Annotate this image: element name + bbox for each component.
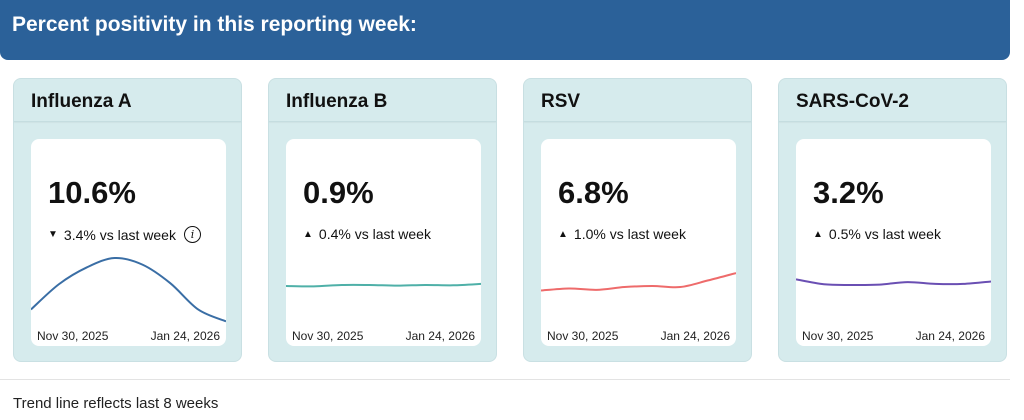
card-influenza-a: Influenza A 10.6% ▼ 3.4% vs last week i …: [13, 78, 242, 362]
trend-sparkline: [31, 256, 226, 323]
trend-line: [31, 256, 226, 323]
trend-line: [796, 278, 991, 286]
change-text: 0.4% vs last week: [318, 226, 431, 242]
metric-panel: 3.2% ▲ 0.5% vs last week Nov 30, 2025 Ja…: [796, 139, 991, 346]
change-indicator: ▼ 3.4% vs last week i: [48, 226, 201, 243]
triangle-up-icon: ▲: [813, 228, 823, 240]
start-date: Nov 30, 2025: [802, 329, 874, 343]
card-header: RSV: [524, 79, 751, 122]
card-sars-cov-2: SARS-CoV-2 3.2% ▲ 0.5% vs last week Nov …: [778, 78, 1007, 362]
header-banner: Percent positivity in this reporting wee…: [0, 0, 1010, 60]
end-date: Jan 24, 2026: [660, 329, 730, 343]
percent-value: 3.2%: [813, 175, 884, 210]
metric-panel: 0.9% ▲ 0.4% vs last week Nov 30, 2025 Ja…: [286, 139, 481, 346]
trend-sparkline: [796, 278, 991, 286]
card-rsv: RSV 6.8% ▲ 1.0% vs last week Nov 30, 202…: [523, 78, 752, 362]
change-indicator: ▲ 0.4% vs last week: [303, 226, 431, 242]
page-title: Percent positivity in this reporting wee…: [12, 13, 417, 36]
trend-line: [286, 282, 481, 288]
card-header: Influenza B: [269, 79, 496, 122]
change-indicator: ▲ 0.5% vs last week: [813, 226, 941, 242]
start-date: Nov 30, 2025: [37, 329, 109, 343]
end-date: Jan 24, 2026: [915, 329, 985, 343]
start-date: Nov 30, 2025: [292, 329, 364, 343]
start-date: Nov 30, 2025: [547, 329, 619, 343]
trend-sparkline: [286, 282, 481, 288]
change-indicator: ▲ 1.0% vs last week: [558, 226, 686, 242]
percent-value: 0.9%: [303, 175, 374, 210]
divider: [0, 379, 1010, 380]
trend-note: Trend line reflects last 8 weeks: [13, 395, 219, 412]
percent-value: 6.8%: [558, 175, 629, 210]
trend-line: [541, 272, 736, 292]
info-icon[interactable]: i: [183, 226, 201, 243]
metric-panel: 6.8% ▲ 1.0% vs last week Nov 30, 2025 Ja…: [541, 139, 736, 346]
card-header: Influenza A: [14, 79, 241, 122]
end-date: Jan 24, 2026: [150, 329, 220, 343]
card-title: SARS-CoV-2: [796, 91, 909, 112]
change-text: 3.4% vs last week: [63, 226, 176, 243]
triangle-up-icon: ▲: [558, 228, 568, 240]
card-influenza-b: Influenza B 0.9% ▲ 0.4% vs last week Nov…: [268, 78, 497, 362]
card-header: SARS-CoV-2: [779, 79, 1006, 122]
card-title: Influenza A: [31, 91, 132, 112]
triangle-down-icon: ▼: [48, 229, 58, 240]
triangle-up-icon: ▲: [303, 228, 313, 240]
card-title: Influenza B: [286, 91, 388, 112]
change-text: 0.5% vs last week: [828, 226, 941, 242]
trend-sparkline: [541, 272, 736, 292]
end-date: Jan 24, 2026: [405, 329, 475, 343]
card-title: RSV: [541, 91, 581, 112]
percent-value: 10.6%: [48, 175, 136, 210]
change-text: 1.0% vs last week: [573, 226, 686, 242]
metric-panel: 10.6% ▼ 3.4% vs last week i Nov 30, 2025…: [31, 139, 226, 346]
